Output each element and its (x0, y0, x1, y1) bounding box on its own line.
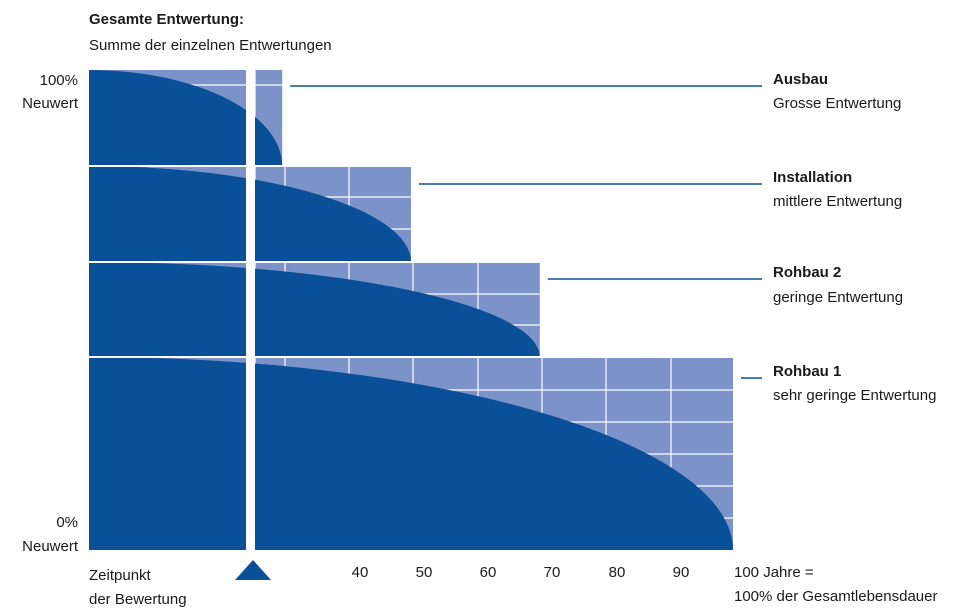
component-blocks (89, 70, 762, 550)
x-end-label-line1: 100 Jahre = (734, 564, 814, 581)
component-desc-rohbau-2: geringe Entwertung (773, 289, 903, 306)
x-tick-labels: 40 50 60 70 80 90 (352, 564, 690, 581)
value-curve-rohbau-2 (89, 262, 540, 357)
assessment-label-line1: Zeitpunkt (89, 567, 152, 584)
x-tick-label: 40 (352, 564, 369, 581)
x-tick-label: 70 (544, 564, 561, 581)
diagram-subtitle: Summe der einzelnen Entwertungen (89, 37, 332, 54)
y-top-label: Neuwert (22, 95, 79, 112)
x-tick-label: 90 (673, 564, 690, 581)
assessment-time-line (246, 62, 255, 550)
component-desc-installation: mittlere Entwertung (773, 193, 902, 210)
diagram-title: Gesamte Entwertung: (89, 11, 244, 28)
component-title-rohbau-1: Rohbau 1 (773, 363, 841, 380)
y-bottom-label: Neuwert (22, 538, 79, 555)
x-tick-label: 60 (480, 564, 497, 581)
y-bottom-percent: 0% (56, 514, 78, 531)
value-curve-ausbau (89, 70, 283, 166)
assessment-label-line2: der Bewertung (89, 591, 187, 608)
assessment-time-marker (235, 560, 271, 580)
x-tick-label: 80 (609, 564, 626, 581)
component-title-ausbau: Ausbau (773, 71, 828, 88)
y-top-percent: 100% (40, 72, 78, 89)
component-desc-ausbau: Grosse Entwertung (773, 95, 901, 112)
x-tick-label: 50 (416, 564, 433, 581)
component-title-installation: Installation (773, 169, 852, 186)
component-title-rohbau-2: Rohbau 2 (773, 264, 841, 281)
x-end-label-line2: 100% der Gesamtlebensdauer (734, 588, 937, 605)
component-desc-rohbau-1: sehr geringe Entwertung (773, 387, 936, 404)
